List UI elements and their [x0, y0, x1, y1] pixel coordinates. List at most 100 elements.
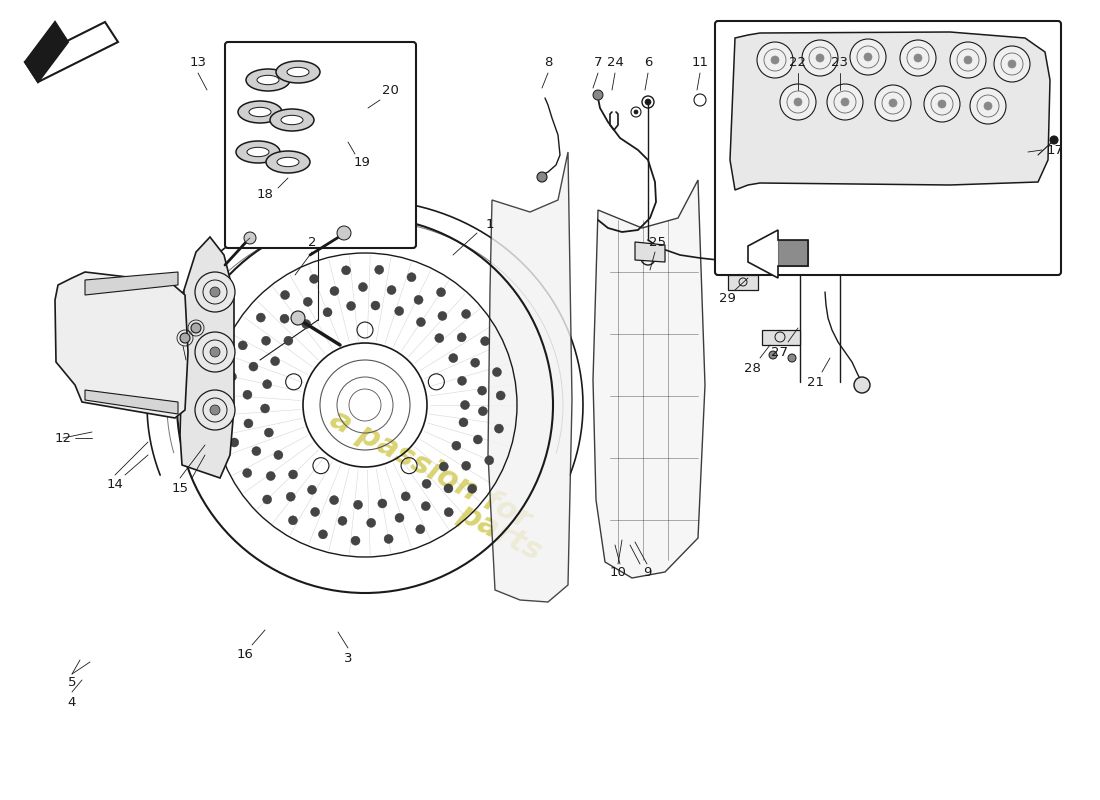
- Circle shape: [422, 479, 431, 488]
- Circle shape: [950, 42, 986, 78]
- Polygon shape: [488, 152, 572, 602]
- Text: 17: 17: [1046, 143, 1064, 157]
- Circle shape: [264, 428, 274, 437]
- Circle shape: [634, 110, 638, 114]
- Circle shape: [537, 172, 547, 182]
- Circle shape: [802, 40, 838, 76]
- Text: 21: 21: [806, 375, 824, 389]
- Text: 16: 16: [236, 649, 253, 662]
- Ellipse shape: [277, 158, 299, 166]
- Circle shape: [485, 456, 494, 465]
- Circle shape: [180, 333, 190, 343]
- FancyBboxPatch shape: [715, 21, 1062, 275]
- Ellipse shape: [248, 147, 270, 157]
- Polygon shape: [85, 390, 178, 414]
- Circle shape: [788, 354, 796, 362]
- Polygon shape: [25, 22, 118, 82]
- Ellipse shape: [276, 61, 320, 83]
- Circle shape: [494, 424, 504, 433]
- Circle shape: [439, 462, 449, 471]
- Text: 14: 14: [107, 478, 123, 491]
- Circle shape: [444, 484, 453, 493]
- Text: 27: 27: [771, 346, 789, 358]
- Circle shape: [342, 266, 351, 275]
- Circle shape: [244, 232, 256, 244]
- Circle shape: [288, 470, 298, 479]
- Circle shape: [645, 99, 651, 105]
- Circle shape: [191, 323, 201, 333]
- Circle shape: [478, 406, 487, 416]
- Text: 7: 7: [594, 57, 603, 70]
- Text: a passion for: a passion for: [324, 405, 536, 535]
- Circle shape: [402, 492, 410, 501]
- Circle shape: [375, 266, 384, 274]
- Circle shape: [462, 310, 471, 318]
- Polygon shape: [778, 240, 808, 266]
- Circle shape: [414, 295, 424, 304]
- Polygon shape: [180, 237, 234, 478]
- Circle shape: [854, 377, 870, 393]
- Circle shape: [434, 334, 443, 342]
- Circle shape: [210, 287, 220, 297]
- Circle shape: [338, 516, 346, 526]
- Circle shape: [266, 471, 275, 481]
- Circle shape: [252, 446, 261, 456]
- Circle shape: [239, 341, 248, 350]
- Text: 9: 9: [642, 566, 651, 578]
- Circle shape: [924, 86, 960, 122]
- Circle shape: [461, 401, 470, 410]
- Text: 2: 2: [308, 237, 317, 250]
- Circle shape: [261, 404, 270, 413]
- Circle shape: [459, 418, 468, 427]
- Circle shape: [387, 286, 396, 294]
- Text: 24: 24: [606, 57, 624, 70]
- Circle shape: [593, 90, 603, 100]
- Circle shape: [864, 53, 872, 61]
- Circle shape: [438, 311, 447, 321]
- Text: 11: 11: [692, 57, 708, 70]
- Circle shape: [378, 499, 387, 508]
- Circle shape: [228, 372, 236, 382]
- Circle shape: [493, 367, 502, 377]
- Polygon shape: [762, 330, 800, 345]
- Circle shape: [274, 450, 283, 459]
- Circle shape: [286, 492, 295, 502]
- Circle shape: [263, 495, 272, 504]
- Circle shape: [1050, 136, 1058, 144]
- Circle shape: [850, 39, 886, 75]
- Text: 8: 8: [543, 57, 552, 70]
- Ellipse shape: [249, 107, 271, 117]
- Circle shape: [262, 336, 271, 346]
- Circle shape: [271, 357, 279, 366]
- Circle shape: [244, 419, 253, 428]
- Circle shape: [970, 88, 1007, 124]
- Text: 22: 22: [790, 57, 806, 70]
- Circle shape: [964, 56, 972, 64]
- Text: 5: 5: [68, 675, 76, 689]
- Circle shape: [395, 514, 404, 522]
- Circle shape: [195, 390, 235, 430]
- Text: parts: parts: [453, 498, 547, 566]
- Ellipse shape: [280, 115, 302, 125]
- Ellipse shape: [287, 67, 309, 77]
- Circle shape: [263, 380, 272, 389]
- Circle shape: [249, 362, 257, 371]
- Circle shape: [780, 84, 816, 120]
- Circle shape: [458, 376, 466, 386]
- Ellipse shape: [257, 75, 279, 85]
- Circle shape: [371, 301, 380, 310]
- Circle shape: [1008, 60, 1016, 68]
- Circle shape: [458, 333, 466, 342]
- Circle shape: [468, 484, 476, 494]
- Text: 25: 25: [649, 235, 667, 249]
- Circle shape: [337, 226, 351, 240]
- Circle shape: [243, 469, 252, 478]
- Polygon shape: [748, 230, 808, 278]
- Circle shape: [346, 302, 355, 310]
- Circle shape: [769, 351, 777, 359]
- Circle shape: [353, 500, 363, 510]
- Polygon shape: [730, 32, 1050, 190]
- Circle shape: [195, 332, 235, 372]
- Circle shape: [827, 84, 864, 120]
- Circle shape: [351, 536, 360, 545]
